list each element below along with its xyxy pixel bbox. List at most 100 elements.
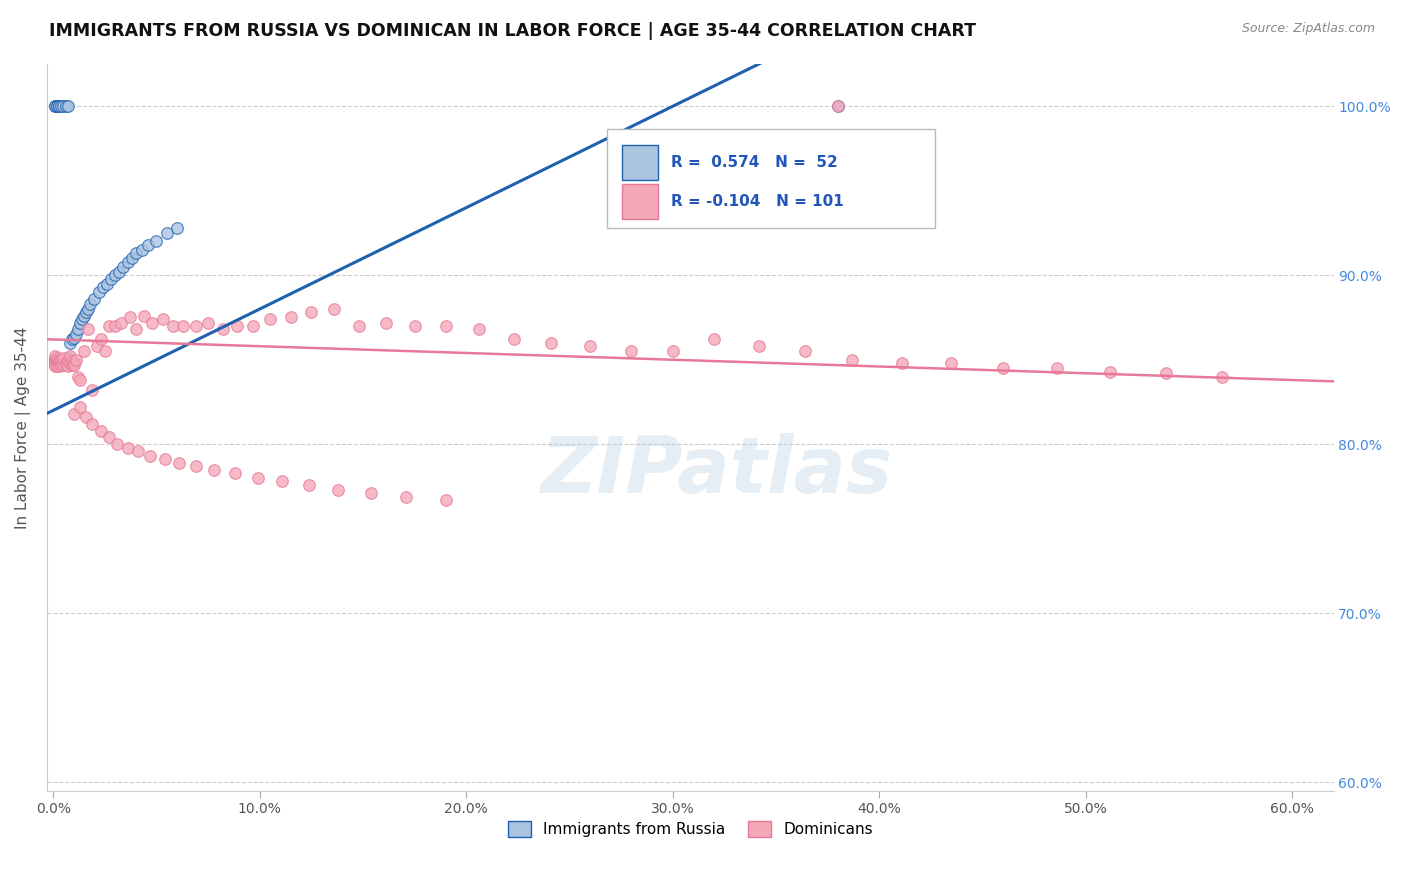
Point [63,356,86,370]
Point [52,352,75,367]
Point [242,318,264,333]
Point [46,351,69,365]
Point [52,99,75,113]
Point [65,352,87,367]
Bar [621,184,658,219]
Point [703,333,725,347]
Point [579,339,602,353]
Point [77,322,100,336]
Bar [621,145,658,180]
Point [246,471,269,485]
Point [125,322,148,336]
Y-axis label: In Labor Force | Age 35-44: In Labor Force | Age 35-44 [15,326,31,528]
Point [44,358,66,372]
Point [97,430,120,444]
Point [167,456,190,470]
Point [94,344,117,359]
Point [75,410,97,425]
Point [52,358,75,372]
Point [404,318,426,333]
Point [841,352,863,367]
Text: R =  0.574   N =  52: R = 0.574 N = 52 [671,155,838,170]
Point [51,358,73,372]
Point [70,312,93,326]
FancyBboxPatch shape [606,129,935,227]
Point [55,352,77,367]
Point [172,318,194,333]
Point [59,335,82,350]
Point [48,359,70,374]
Point [48,354,70,368]
Point [44,99,66,113]
Point [79,297,101,311]
Point [156,226,179,240]
Point [69,316,91,330]
Point [224,466,246,480]
Point [82,417,104,431]
Text: ZIPatlas: ZIPatlas [540,433,891,509]
Point [1046,361,1069,376]
Point [328,483,350,497]
Point [56,99,79,113]
Point [226,318,249,333]
Point [890,356,912,370]
Point [127,444,149,458]
Point [55,99,77,113]
Point [44,352,66,367]
Point [166,221,188,235]
Point [280,310,302,325]
Point [48,99,70,113]
Point [56,354,79,368]
Point [139,449,162,463]
Point [73,344,96,359]
Point [77,301,100,316]
Point [63,358,86,372]
Point [83,292,105,306]
Point [108,265,131,279]
Point [44,352,66,367]
Point [59,350,82,364]
Point [374,316,396,330]
Point [104,268,127,283]
Point [46,354,69,368]
Point [56,359,79,374]
Point [110,316,132,330]
Point [52,351,75,365]
Point [48,99,70,113]
Point [467,322,489,336]
Point [299,305,322,319]
Point [46,358,69,372]
Point [44,99,66,113]
Point [91,280,114,294]
Point [100,271,122,285]
Point [347,318,370,333]
Point [59,356,82,370]
Point [202,462,225,476]
Point [827,99,849,113]
Point [52,354,75,368]
Point [259,312,281,326]
Text: Source: ZipAtlas.com: Source: ZipAtlas.com [1241,22,1375,36]
Point [793,344,815,359]
Point [991,361,1014,376]
Point [117,254,139,268]
Point [46,359,69,374]
Point [197,316,219,330]
Point [298,477,321,491]
Point [48,354,70,368]
Point [97,318,120,333]
Legend: Immigrants from Russia, Dominicans: Immigrants from Russia, Dominicans [501,814,880,845]
Point [69,373,91,387]
Point [105,437,128,451]
Point [125,246,148,260]
Point [145,235,167,249]
Point [748,339,770,353]
Point [44,356,66,370]
Point [1099,365,1122,379]
Point [63,407,86,421]
Point [827,99,849,113]
Point [86,339,108,353]
Point [59,356,82,370]
Point [46,99,69,113]
Point [48,356,70,370]
